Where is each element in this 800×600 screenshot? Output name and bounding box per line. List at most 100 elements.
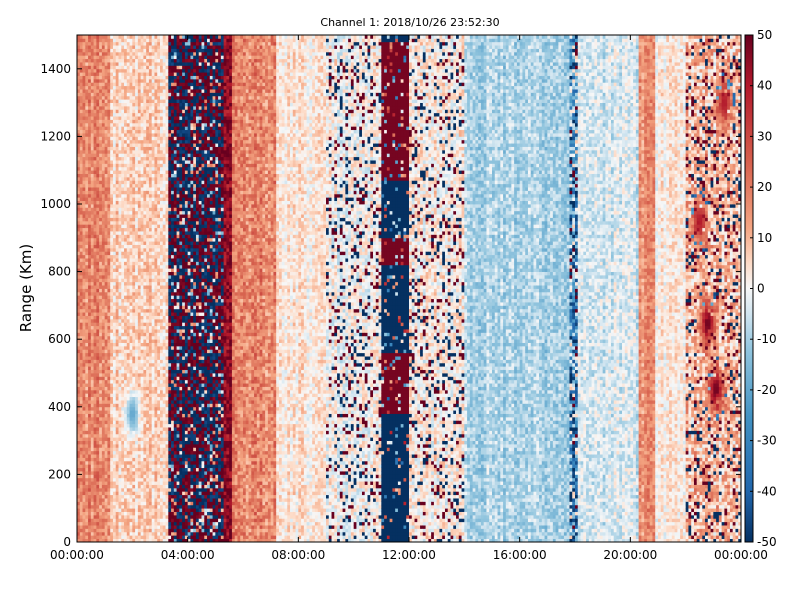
heatmap-cell bbox=[157, 383, 160, 387]
heatmap-cell bbox=[124, 35, 127, 39]
heatmap-cell bbox=[119, 532, 122, 536]
heatmap-cell bbox=[99, 481, 102, 485]
heatmap-cell bbox=[166, 332, 169, 336]
heatmap-cell bbox=[143, 45, 146, 49]
heatmap-cell bbox=[146, 92, 149, 96]
heatmap-cell bbox=[141, 488, 144, 492]
heatmap-cell bbox=[85, 59, 88, 63]
heatmap-cell bbox=[110, 491, 113, 495]
heatmap-cell bbox=[135, 150, 138, 154]
heatmap-cell bbox=[135, 214, 138, 218]
heatmap-cell bbox=[85, 160, 88, 164]
heatmap-cell bbox=[135, 123, 138, 127]
heatmap-cell bbox=[99, 224, 102, 228]
heatmap-cell bbox=[149, 302, 152, 306]
heatmap-cell bbox=[130, 414, 133, 418]
heatmap-cell bbox=[110, 133, 113, 137]
heatmap-cell bbox=[138, 309, 141, 313]
heatmap-cell bbox=[83, 309, 86, 313]
heatmap-cell bbox=[91, 136, 94, 140]
heatmap-cell bbox=[110, 346, 113, 350]
heatmap-cell bbox=[80, 285, 83, 289]
heatmap-cell bbox=[132, 414, 135, 418]
heatmap-cell bbox=[146, 190, 149, 194]
heatmap-cell bbox=[149, 370, 152, 374]
heatmap-cell bbox=[154, 194, 157, 198]
heatmap-cell bbox=[110, 305, 113, 309]
heatmap-cell bbox=[105, 82, 108, 86]
heatmap-cell bbox=[121, 221, 124, 225]
heatmap-cell bbox=[138, 424, 141, 428]
heatmap-cell bbox=[154, 329, 157, 333]
heatmap-cell bbox=[143, 99, 146, 103]
heatmap-cell bbox=[88, 238, 91, 242]
heatmap-cell bbox=[157, 461, 160, 465]
heatmap-cell bbox=[154, 302, 157, 306]
heatmap-cell bbox=[96, 204, 99, 208]
heatmap-cell bbox=[138, 197, 141, 201]
heatmap-cell bbox=[88, 52, 91, 56]
heatmap-cell bbox=[127, 326, 130, 330]
heatmap-cell bbox=[143, 79, 146, 83]
heatmap-cell bbox=[127, 221, 130, 225]
heatmap-cell bbox=[124, 245, 127, 249]
heatmap-cell bbox=[141, 130, 144, 134]
heatmap-cell bbox=[157, 485, 160, 489]
heatmap-cell bbox=[157, 305, 160, 309]
heatmap-cell bbox=[116, 52, 119, 56]
heatmap-cell bbox=[154, 133, 157, 137]
heatmap-cell bbox=[88, 458, 91, 462]
heatmap-cell bbox=[110, 261, 113, 265]
heatmap-cell bbox=[132, 147, 135, 151]
heatmap-cell bbox=[160, 417, 163, 421]
heatmap-cell bbox=[146, 187, 149, 191]
heatmap-cell bbox=[113, 518, 116, 522]
heatmap-cell bbox=[119, 495, 122, 499]
heatmap-cell bbox=[85, 45, 88, 49]
heatmap-cell bbox=[91, 522, 94, 526]
heatmap-cell bbox=[141, 447, 144, 451]
heatmap-cell bbox=[141, 150, 144, 154]
heatmap-cell bbox=[143, 468, 146, 472]
heatmap-cell bbox=[132, 292, 135, 296]
heatmap-cell bbox=[107, 339, 110, 343]
heatmap-cell bbox=[152, 495, 155, 499]
heatmap-cell bbox=[121, 120, 124, 124]
heatmap-cell bbox=[152, 535, 155, 539]
heatmap-cell bbox=[157, 363, 160, 367]
heatmap-cell bbox=[105, 59, 108, 63]
heatmap-cell bbox=[163, 160, 166, 164]
heatmap-cell bbox=[152, 515, 155, 519]
heatmap-cell bbox=[94, 292, 97, 296]
heatmap-cell bbox=[124, 116, 127, 120]
heatmap-cell bbox=[83, 241, 86, 245]
heatmap-cell bbox=[163, 505, 166, 509]
heatmap-cell bbox=[152, 177, 155, 181]
heatmap-cell bbox=[105, 508, 108, 512]
heatmap-cell bbox=[94, 336, 97, 340]
heatmap-cell bbox=[166, 248, 169, 252]
heatmap-cell bbox=[141, 528, 144, 532]
heatmap-cell bbox=[119, 316, 122, 320]
heatmap-cell bbox=[85, 150, 88, 154]
heatmap-cell bbox=[102, 339, 105, 343]
heatmap-cell bbox=[132, 336, 135, 340]
heatmap-cell bbox=[85, 322, 88, 326]
heatmap-cell bbox=[132, 231, 135, 235]
heatmap-cell bbox=[102, 376, 105, 380]
heatmap-cell bbox=[163, 515, 166, 519]
heatmap-cell bbox=[143, 393, 146, 397]
heatmap-cell bbox=[149, 444, 152, 448]
heatmap-cell bbox=[124, 508, 127, 512]
heatmap-cell bbox=[107, 454, 110, 458]
heatmap-cell bbox=[96, 316, 99, 320]
heatmap-cell bbox=[138, 245, 141, 249]
heatmap-cell bbox=[163, 42, 166, 46]
heatmap-cell bbox=[149, 474, 152, 478]
heatmap-cell bbox=[102, 370, 105, 374]
heatmap-cell bbox=[163, 123, 166, 127]
heatmap-cell bbox=[143, 292, 146, 296]
heatmap-cell bbox=[132, 261, 135, 265]
heatmap-cell bbox=[132, 76, 135, 80]
heatmap-cell bbox=[141, 187, 144, 191]
